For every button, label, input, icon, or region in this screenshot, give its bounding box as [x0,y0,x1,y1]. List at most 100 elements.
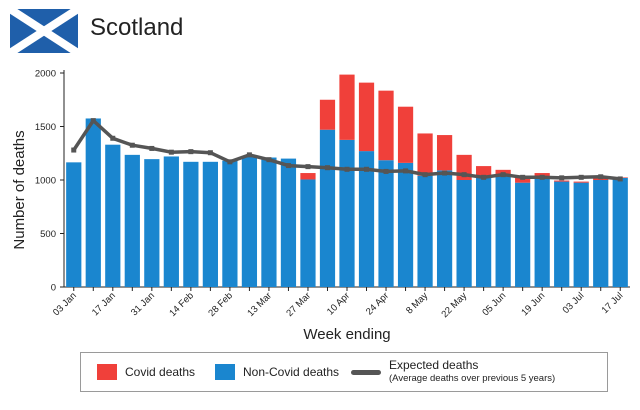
y-tick-label: 2000 [35,69,56,80]
bar-noncovid [85,118,101,287]
bar-covid [554,180,570,182]
legend-swatch-covid [97,364,117,380]
bar-noncovid [436,170,453,287]
bar-noncovid [554,181,570,287]
expected-point [149,145,155,151]
bar-noncovid [202,161,218,287]
expected-point [403,168,409,174]
y-axis-label: Number of deaths [11,130,28,249]
x-tick-label: 03 Jan [51,290,79,318]
expected-point [207,150,213,156]
legend: Covid deaths Non-Covid deaths Expected d… [80,352,608,392]
scotland-flag-icon [10,9,78,53]
bar-covid [436,135,453,171]
bar-noncovid [456,180,472,287]
expected-point [129,142,135,148]
expected-point [598,174,604,180]
expected-point [520,174,526,180]
expected-point [500,172,506,178]
bar-covid [339,74,355,140]
bar-noncovid [417,175,433,287]
y-tick-label: 1000 [35,176,56,187]
x-axis-label: Week ending [303,326,390,343]
expected-point [442,170,448,176]
legend-item-noncovid: Non-Covid deaths [215,353,339,391]
expected-point [324,165,330,171]
bar-covid [397,106,414,163]
x-tick-label: 22 May [439,290,469,320]
expected-point [344,166,350,172]
bar-noncovid [105,144,121,287]
bar-covid [300,173,316,180]
x-tick-label: 8 May [404,290,430,316]
bar-covid [319,99,336,130]
x-tick-label: 13 Mar [245,290,274,319]
bar-covid [358,82,375,152]
x-tick-label: 19 Jun [519,290,547,318]
bar-noncovid [339,139,355,287]
bar-noncovid [358,151,375,287]
x-tick-label: 31 Jan [129,290,157,318]
legend-swatch-expected [351,369,381,375]
x-tick-label: 03 Jul [561,290,587,316]
bar-noncovid [573,182,589,287]
expected-point [383,168,389,174]
expected-point [481,174,487,180]
expected-point [422,172,428,178]
expected-point [305,164,311,170]
bar-noncovid [280,158,297,287]
legend-item-covid: Covid deaths [97,353,195,391]
y-tick-label: 1500 [35,122,56,133]
bar-noncovid [183,161,199,287]
bar-noncovid [397,162,414,287]
bars [66,74,628,287]
expected-point [110,135,116,141]
bar-noncovid [66,162,82,287]
expected-point [168,149,174,155]
bar-covid [417,133,433,176]
bar-covid [573,181,589,183]
expected-point [578,174,584,180]
y-tick-label: 500 [40,229,56,240]
x-tick-label: 05 Jun [480,290,508,318]
bar-noncovid [124,154,140,287]
expected-point [188,149,194,155]
bar-noncovid [300,179,316,287]
legend-item-expected: Expected deaths (Average deaths over pre… [351,353,555,391]
page-title: Scotland [90,14,184,41]
legend-swatch-noncovid [215,364,235,380]
bar-noncovid [222,160,238,287]
bar-noncovid [319,129,336,287]
bar-noncovid [515,182,531,287]
bar-noncovid [593,180,609,287]
expected-point [364,166,370,172]
bar-noncovid [495,175,511,287]
x-tick-label: 17 Jan [90,290,118,318]
x-tick-label: 27 Mar [284,290,313,319]
y-ticks: 0 500 1000 1500 2000 [35,69,64,294]
bar-covid [476,166,492,178]
expected-point [461,172,467,178]
expected-point [559,175,565,181]
bar-noncovid [378,160,394,287]
bar-noncovid [261,157,277,287]
x-tick-label: 10 Apr [325,290,352,317]
legend-label-covid: Covid deaths [125,365,196,379]
bar-covid [378,90,394,161]
expected-point [246,152,252,158]
expected-point [71,147,77,153]
legend-label-expected-sub: (Average deaths over previous 5 years) [389,373,556,384]
bar-noncovid [144,159,160,287]
expected-point [617,176,623,182]
expected-point [266,157,272,163]
bar-noncovid [534,177,550,287]
bar-noncovid [163,156,179,287]
x-tick-label: 28 Feb [206,290,235,319]
legend-label-expected: Expected deaths [389,358,479,372]
x-tick-label: 24 Apr [364,290,391,317]
legend-label-noncovid: Non-Covid deaths [243,365,340,379]
expected-point [285,163,291,169]
expected-point [227,159,233,165]
expected-point [539,174,545,180]
